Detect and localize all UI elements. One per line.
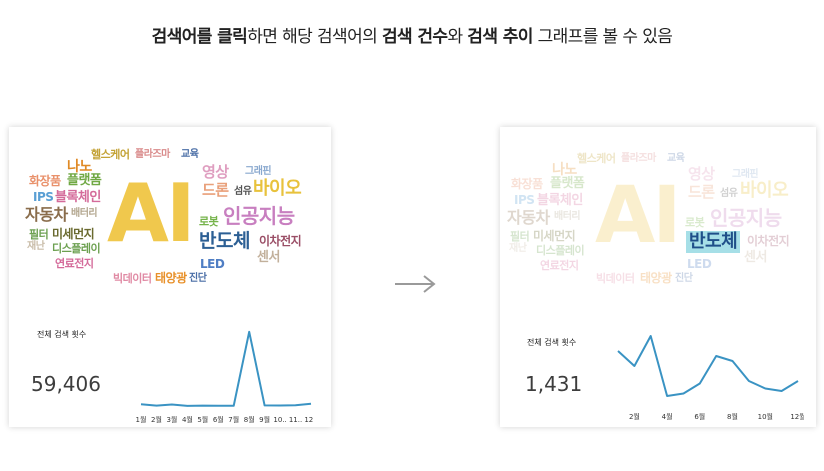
keyword-automobile[interactable]: 자동차	[25, 205, 68, 224]
keyword-drone[interactable]: 드론	[688, 183, 715, 201]
x-tick-label: 8월	[727, 412, 738, 421]
x-tick-label: 12월	[790, 412, 804, 421]
word-cloud-faded: 헬스케어 플라즈마 교육 나노 화장품 플랫폼 IPS 블록체인 자동차 배터리…	[500, 127, 816, 297]
x-tick-label: 2월	[629, 412, 640, 421]
total-search-label: 전체 검색 횟수	[37, 330, 87, 339]
trend-line	[617, 335, 799, 397]
keyword-platform[interactable]: 플랫폼	[67, 173, 102, 188]
x-tick-label: 7월	[228, 415, 239, 424]
word-cloud: 헬스케어 플라즈마 교육 나노 화장품 플랫폼 IPS 블록체인 자동차 배터리…	[9, 127, 331, 297]
keyword-nano[interactable]: 나노	[552, 162, 577, 178]
keyword-blockchain[interactable]: 블록체인	[537, 193, 583, 208]
keyword-secondary-battery[interactable]: 이차전지	[259, 234, 302, 248]
keyword-nano[interactable]: 나노	[67, 159, 92, 175]
keyword-bio[interactable]: 바이오	[740, 180, 789, 201]
headline-bold-1: 검색어를 클릭	[151, 27, 248, 47]
keyword-filter[interactable]: 필터	[29, 228, 49, 241]
total-search-label: 전체 검색 횟수	[527, 338, 577, 347]
keyword-graphene[interactable]: 그래핀	[732, 169, 759, 180]
keyword-artificial-intelligence[interactable]: 인공지능	[223, 204, 295, 228]
x-tick-label: 9월	[259, 415, 270, 424]
x-tick-label: 6월	[213, 415, 224, 424]
keyword-education[interactable]: 교육	[667, 153, 685, 164]
keyword-led[interactable]: LED	[687, 257, 712, 271]
keyword-led[interactable]: LED	[200, 257, 225, 271]
headline: 검색어를 클릭하면 해당 검색어의 검색 건수와 검색 추이 그래프를 볼 수 …	[0, 22, 824, 47]
keyword-diagnosis[interactable]: 진단	[675, 273, 693, 284]
x-tick-label: 10..	[273, 416, 286, 424]
keyword-robot[interactable]: 로봇	[685, 216, 705, 229]
x-tick-label: 4월	[182, 415, 193, 424]
keyword-automobile[interactable]: 자동차	[507, 208, 550, 227]
keyword-battery[interactable]: 배터리	[71, 208, 98, 219]
x-tick-label: 12..	[304, 416, 313, 424]
keyword-display[interactable]: 디스플레이	[536, 244, 585, 257]
keyword-platform[interactable]: 플랫폼	[550, 176, 585, 191]
keyword-sensor[interactable]: 센서	[257, 250, 280, 265]
x-tick-label: 8월	[244, 415, 255, 424]
headline-text-1: 하면 해당 검색어의	[247, 27, 382, 47]
keyword-bio[interactable]: 바이오	[253, 178, 302, 199]
total-search-count: 59,406	[31, 372, 101, 396]
keyword-fiber[interactable]: 섬유	[234, 186, 252, 197]
x-tick-label: 4월	[662, 412, 673, 421]
trend-line	[140, 330, 312, 407]
x-tick-label: 1월	[136, 415, 147, 424]
x-tick-label: 6월	[694, 412, 705, 421]
search-trend-chart: 2월 4월 6월 8월 10월 12월	[617, 335, 804, 421]
keyword-ai[interactable]: AI	[107, 167, 196, 260]
keyword-video[interactable]: 영상	[202, 163, 229, 181]
keyword-sensor[interactable]: 센서	[744, 250, 767, 265]
headline-text-3: 그래프를 볼 수 있음	[532, 27, 673, 47]
right-panel: 헬스케어 플라즈마 교육 나노 화장품 플랫폼 IPS 블록체인 자동차 배터리…	[500, 127, 816, 427]
left-panel: 헬스케어 플라즈마 교육 나노 화장품 플랫폼 IPS 블록체인 자동차 배터리…	[9, 127, 331, 427]
keyword-fiber[interactable]: 섬유	[720, 188, 738, 199]
keyword-plasma[interactable]: 플라즈마	[135, 149, 170, 160]
keyword-artificial-intelligence[interactable]: 인공지능	[710, 206, 782, 230]
keyword-secondary-battery[interactable]: 이차전지	[747, 234, 790, 248]
keyword-ai[interactable]: AI	[595, 171, 681, 261]
keyword-healthcare[interactable]: 헬스케어	[91, 148, 130, 161]
keyword-disaster[interactable]: 재난	[509, 243, 527, 254]
keyword-cosmetics[interactable]: 화장품	[29, 174, 61, 188]
keyword-fine-dust[interactable]: 미세먼지	[52, 227, 95, 241]
keyword-fine-dust[interactable]: 미세먼지	[533, 229, 576, 243]
x-tick-label: 5월	[197, 415, 208, 424]
keyword-ips[interactable]: IPS	[33, 190, 54, 204]
x-tick-label: 10월	[758, 412, 773, 421]
keyword-display[interactable]: 디스플레이	[52, 242, 101, 255]
keyword-disaster[interactable]: 재난	[27, 241, 45, 252]
keyword-fuel-cell[interactable]: 연료전지	[55, 257, 94, 270]
keyword-graphene[interactable]: 그래핀	[245, 166, 272, 177]
total-search-count: 1,431	[525, 372, 583, 396]
keyword-cosmetics[interactable]: 화장품	[511, 177, 543, 191]
keyword-healthcare[interactable]: 헬스케어	[577, 152, 616, 165]
keyword-fuel-cell[interactable]: 연료전지	[540, 259, 579, 272]
keyword-diagnosis[interactable]: 진단	[189, 273, 207, 284]
x-tick-label: 3월	[166, 415, 177, 424]
keyword-ips[interactable]: IPS	[514, 193, 535, 207]
keyword-filter[interactable]: 필터	[510, 230, 530, 243]
keyword-blockchain[interactable]: 블록체인	[55, 190, 101, 205]
keyword-big-data[interactable]: 빅데이터	[596, 272, 635, 285]
keyword-education[interactable]: 교육	[181, 149, 199, 160]
arrow-right-icon	[395, 275, 436, 293]
keyword-semiconductor[interactable]: 반도체	[199, 230, 250, 252]
keyword-solar[interactable]: 태양광	[640, 271, 672, 285]
keyword-semiconductor-selected[interactable]: 반도체	[686, 231, 741, 253]
headline-bold-3: 검색 추이	[467, 27, 533, 47]
x-tick-label: 2월	[151, 415, 162, 424]
keyword-plasma[interactable]: 플라즈마	[621, 153, 656, 164]
headline-text-2: 와	[447, 27, 468, 47]
keyword-battery[interactable]: 배터리	[554, 211, 581, 222]
keyword-video[interactable]: 영상	[688, 165, 715, 183]
keyword-robot[interactable]: 로봇	[199, 215, 219, 228]
keyword-drone[interactable]: 드론	[202, 181, 229, 199]
x-tick-label: 11..	[289, 416, 302, 424]
keyword-solar[interactable]: 태양광	[155, 271, 187, 285]
keyword-big-data[interactable]: 빅데이터	[113, 272, 152, 285]
headline-bold-2: 검색 건수	[381, 27, 448, 47]
